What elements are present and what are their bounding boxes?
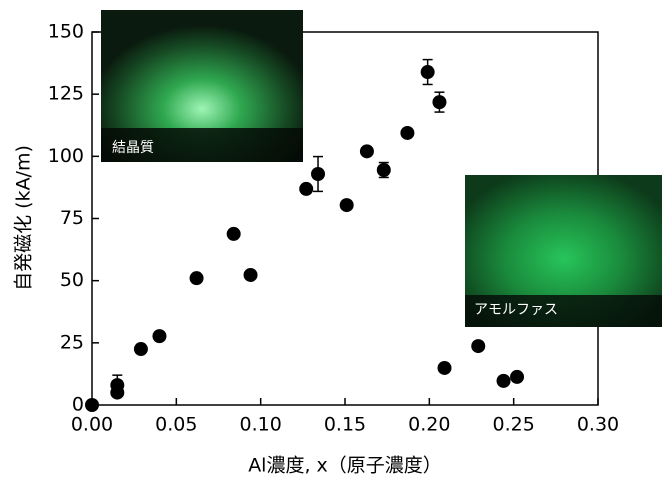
y-axis-label: 自発磁化 (kA/m) [13, 145, 35, 291]
inset-label: アモルファス [474, 302, 558, 318]
x-tick-label: 0.10 [240, 414, 282, 436]
data-point [359, 144, 374, 159]
data-point [437, 360, 452, 375]
inset-amorphous: アモルファス [465, 175, 662, 327]
y-tick-label: 75 [60, 207, 84, 229]
inset-label: 結晶質 [112, 140, 154, 156]
data-point [133, 342, 148, 357]
x-tick-label: 0.05 [155, 414, 197, 436]
data-point [420, 65, 435, 80]
y-tick-label: 50 [60, 269, 84, 291]
x-tick-label: 0.00 [71, 414, 113, 436]
y-tick-label: 25 [60, 331, 84, 353]
x-tick-label: 0.15 [324, 414, 366, 436]
x-axis-label: Al濃度, x（原子濃度） [248, 455, 442, 477]
data-point [110, 385, 125, 400]
y-tick-label: 150 [48, 21, 84, 43]
x-tick-label: 0.20 [408, 414, 450, 436]
data-point [496, 373, 511, 388]
inset-crystal: 結晶質 [101, 10, 303, 162]
data-point [471, 339, 486, 354]
x-tick-label: 0.30 [577, 414, 619, 436]
data-point [152, 329, 167, 344]
data-point [85, 398, 99, 412]
data-point [243, 267, 258, 282]
data-point [189, 271, 204, 286]
x-tick-label: 0.25 [493, 414, 535, 436]
data-point [510, 369, 525, 384]
y-tick-label: 0 [72, 394, 84, 416]
inset-shadow [465, 295, 662, 327]
data-point [339, 198, 354, 213]
data-point [432, 95, 447, 110]
data-point [311, 166, 326, 181]
y-tick-label: 100 [48, 145, 84, 167]
data-point [299, 181, 314, 196]
y-tick-label: 125 [48, 83, 84, 105]
data-point [400, 125, 415, 140]
data-point [376, 163, 391, 178]
data-point [226, 226, 241, 241]
inset-shadow [101, 128, 303, 162]
